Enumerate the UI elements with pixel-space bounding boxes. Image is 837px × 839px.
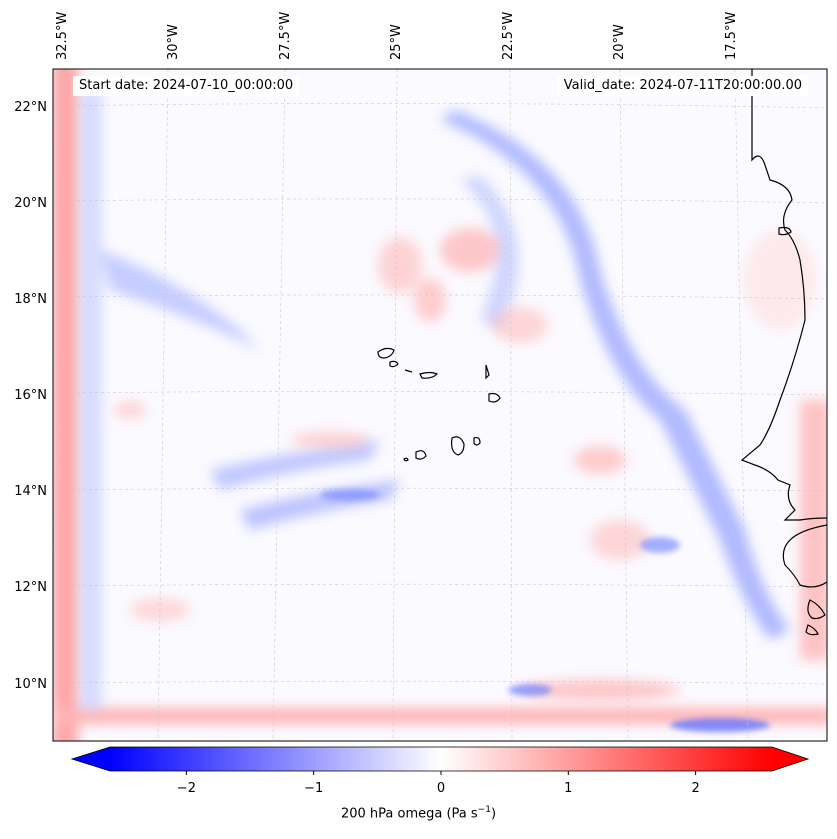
lat-label: 10°N: [14, 677, 47, 692]
lat-label: 14°N: [14, 484, 47, 499]
latitude-labels: 22°N 20°N 18°N 16°N 14°N 12°N 10°N: [14, 100, 47, 692]
colorbar-extend-low: [72, 747, 110, 771]
colorbar-tick-label: 1: [564, 781, 572, 796]
colorbar-tick-label: −2: [177, 781, 196, 796]
colorbar-extend-high: [772, 747, 808, 771]
colorbar-label-prefix: 200 hPa omega (Pa s: [340, 806, 478, 822]
lat-label: 22°N: [14, 100, 47, 115]
colorbar: −2 −1 0 1 2: [70, 746, 810, 796]
colorbar-tick-label: −1: [304, 781, 323, 796]
colorbar-label-exponent: −1: [477, 805, 491, 815]
lon-label: 27.5°W: [278, 12, 293, 60]
lat-label: 20°N: [14, 196, 47, 211]
lon-label: 30°W: [166, 24, 181, 60]
colorbar-tick-label: 2: [691, 781, 699, 796]
valid-date-label: Valid_date: 2024-07-11T20:00:00.00: [557, 76, 808, 96]
colorbar-label: 200 hPa omega (Pa s−1): [0, 805, 837, 821]
lat-label: 16°N: [14, 388, 47, 403]
colorbar-tick-label: 0: [437, 781, 445, 796]
lat-label: 12°N: [14, 580, 47, 595]
colorbar-gradient: [110, 747, 772, 771]
colorbar-label-suffix: ): [490, 806, 497, 822]
cape-verde-islands: [377, 347, 501, 462]
start-date-label: Start date: 2024-07-10_00:00:00: [73, 76, 300, 96]
lat-label: 18°N: [14, 292, 47, 307]
colorbar-ticks: −2 −1 0 1 2: [177, 771, 700, 796]
longitude-labels: 32.5°W 30°W 27.5°W 25°W 22.5°W 20°W 17.5…: [55, 12, 739, 60]
coastline: [740, 69, 827, 636]
graticule: [53, 69, 827, 741]
lon-label: 25°W: [389, 24, 404, 60]
lon-label: 17.5°W: [724, 12, 739, 60]
omega-field: [53, 69, 827, 741]
lon-label: 32.5°W: [55, 12, 70, 60]
map-frame: [52, 68, 828, 742]
lon-label: 22.5°W: [501, 12, 516, 60]
lon-label: 20°W: [612, 24, 627, 60]
